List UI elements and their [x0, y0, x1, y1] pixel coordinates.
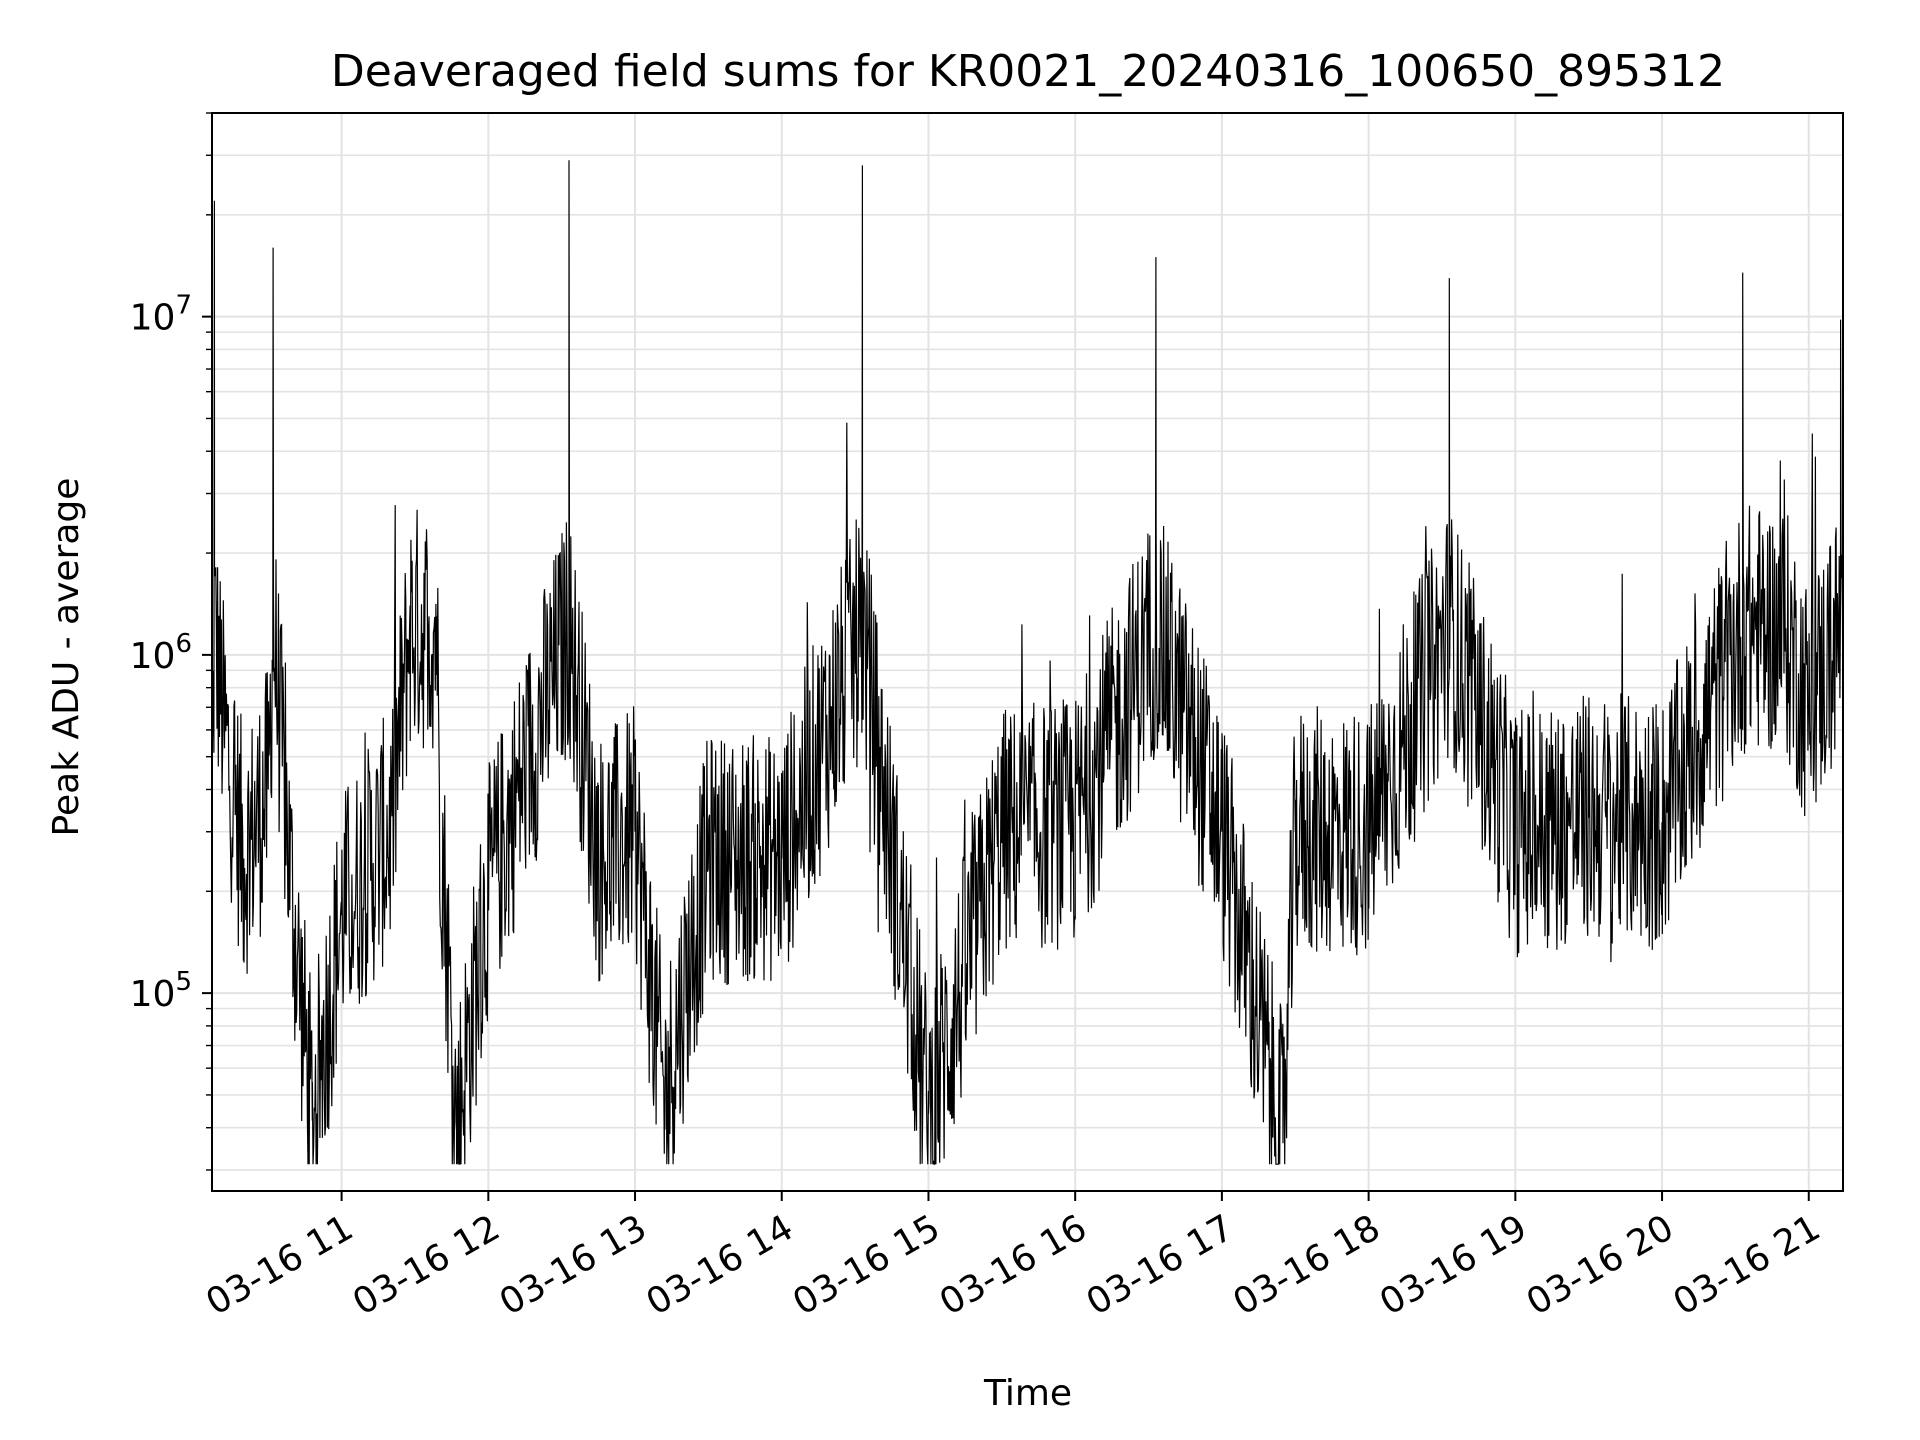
y-tick-label-exponent: 7: [175, 291, 192, 321]
y-tick-label-exponent: 5: [175, 967, 192, 997]
y-tick-label-base: 10: [130, 636, 176, 677]
plot-frame: [211, 112, 1844, 1192]
y-axis-label: Peak ADU - average: [46, 478, 87, 837]
y-tick-label: 106: [130, 629, 192, 677]
x-axis-label: Time: [983, 1373, 1072, 1414]
series-layer: [211, 160, 1844, 1165]
y-tick-label-base: 10: [130, 298, 176, 339]
chart-title: Deaveraged field sums for KR0021_2024031…: [331, 46, 1725, 97]
y-tick-label: 107: [130, 291, 192, 339]
y-tick-label-base: 10: [130, 974, 176, 1015]
y-tick-label: 105: [130, 967, 192, 1015]
series-line: [211, 160, 1844, 1165]
y-tick-label-exponent: 6: [175, 629, 192, 659]
